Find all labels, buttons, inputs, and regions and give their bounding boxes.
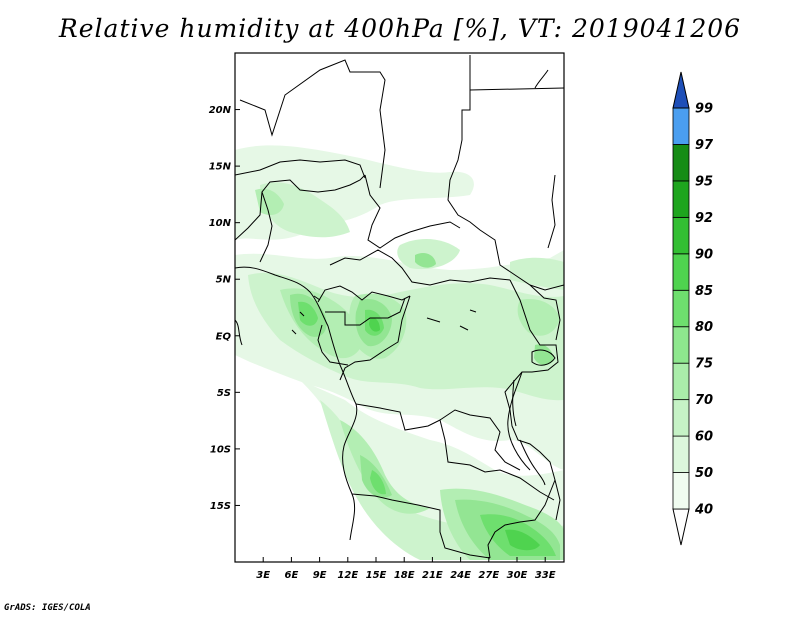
- border-line: [447, 55, 564, 291]
- humidity-shading: [235, 145, 564, 560]
- map-title: Relative humidity at 400hPa [%], VT: 201…: [58, 14, 742, 43]
- lat-tick-label: 5N: [216, 275, 232, 286]
- border-line: [235, 319, 243, 346]
- colorbar-legend: 40 50 60 70 75 80 85 90 92 95 97 99: [672, 71, 714, 546]
- lon-tick-label: 24E: [450, 570, 471, 581]
- colorbar-label: 85: [695, 284, 713, 299]
- lon-tick-label: 30E: [507, 570, 528, 581]
- border-line: [351, 493, 491, 559]
- colorbar-top-arrow: [672, 71, 690, 109]
- lon-tick-label: 21E: [422, 570, 443, 581]
- colorbar-segment: [672, 107, 690, 145]
- border-line: [339, 295, 411, 381]
- rh-contour-50: [320, 400, 564, 560]
- border-line: [291, 295, 321, 335]
- rh-contour-85: [505, 529, 540, 551]
- lon-tick-label: 33E: [535, 570, 556, 581]
- rh-contour-70: [415, 253, 436, 268]
- colorbar-label: 75: [695, 357, 713, 372]
- rh-contour-50: [510, 257, 564, 290]
- lat-tick-label: EQ: [216, 331, 232, 342]
- border-line: [519, 439, 546, 486]
- border-line: [325, 297, 406, 326]
- rh-contour-60: [517, 299, 560, 336]
- grads-credit: GrADS: IGES/COLA: [4, 603, 91, 613]
- border-line: [355, 403, 555, 501]
- border-line: [507, 371, 531, 471]
- colorbar-segment: [672, 144, 690, 182]
- lon-tick-label: 6E: [285, 570, 299, 581]
- lon-tick-label: 9E: [313, 570, 327, 581]
- border-line: [329, 249, 511, 286]
- rh-contour-50: [397, 238, 460, 270]
- colorbar-segment: [672, 289, 690, 328]
- lon-tick-label: 27E: [478, 570, 499, 581]
- longitude-axis: 3E 6E 9E 12E 15E 18E 21E 24E 27E 30E 33E: [256, 557, 556, 581]
- colorbar-segment: [672, 472, 690, 510]
- border-line: [259, 191, 273, 263]
- lat-tick-label: 20N: [209, 105, 232, 116]
- rh-contour-85: [369, 317, 380, 332]
- colorbar-label: 97: [695, 138, 714, 153]
- border-line: [531, 349, 556, 366]
- country-boundaries: [235, 55, 564, 559]
- rh-contour-80: [298, 301, 318, 326]
- colorbar-label: 60: [695, 430, 713, 445]
- border-line: [364, 174, 461, 249]
- border-line: [469, 87, 564, 91]
- colorbar-segment: [672, 326, 690, 364]
- border-line: [487, 479, 556, 559]
- lon-tick-label: 3E: [256, 570, 270, 581]
- colorbar-segment: [672, 180, 690, 218]
- colorbar-label: 70: [695, 393, 713, 408]
- border-line: [426, 309, 477, 331]
- lat-tick-label: 15S: [210, 501, 231, 512]
- colorbar-segment: [672, 399, 690, 437]
- colorbar-label: 90: [695, 247, 713, 262]
- rh-contour-60: [255, 188, 284, 216]
- border-line: [235, 266, 358, 541]
- lon-tick-label: 18E: [394, 570, 415, 581]
- lon-tick-label: 12E: [337, 570, 358, 581]
- colorbar-segment: [672, 362, 690, 401]
- latitude-axis: 20N 15N 10N 5N EQ 5S 10S 15S: [209, 105, 240, 512]
- colorbar-segment: [672, 435, 690, 473]
- border-line: [529, 284, 561, 341]
- colorbar-segment: [672, 253, 690, 291]
- colorbar-segment: [672, 216, 690, 255]
- colorbar-label: 95: [695, 174, 713, 189]
- rh-contour-80: [370, 470, 386, 495]
- lon-tick-label: 15E: [366, 570, 387, 581]
- border-line: [317, 285, 411, 303]
- colorbar-label: 92: [695, 211, 713, 226]
- lat-tick-label: 5S: [217, 388, 231, 399]
- colorbar-label: 40: [694, 503, 713, 518]
- colorbar-label: 80: [695, 320, 713, 335]
- border-line: [439, 409, 521, 471]
- border-line: [547, 174, 556, 249]
- lat-tick-label: 15N: [209, 162, 232, 173]
- map-frame: [234, 52, 565, 563]
- rh-contour-50: [260, 182, 350, 238]
- border-line: [239, 59, 386, 189]
- border-line: [317, 324, 349, 366]
- border-line: [534, 69, 549, 89]
- border-line: [512, 379, 517, 427]
- border-line: [235, 159, 366, 179]
- lat-tick-label: 10N: [209, 218, 232, 229]
- colorbar-label: 99: [695, 102, 713, 117]
- colorbar-bottom-arrow: [672, 508, 690, 546]
- rh-contour-60: [340, 420, 430, 514]
- border-line: [504, 279, 561, 521]
- border-line: [235, 174, 366, 241]
- lat-tick-label: 10S: [210, 444, 231, 455]
- colorbar-label: 50: [695, 466, 713, 481]
